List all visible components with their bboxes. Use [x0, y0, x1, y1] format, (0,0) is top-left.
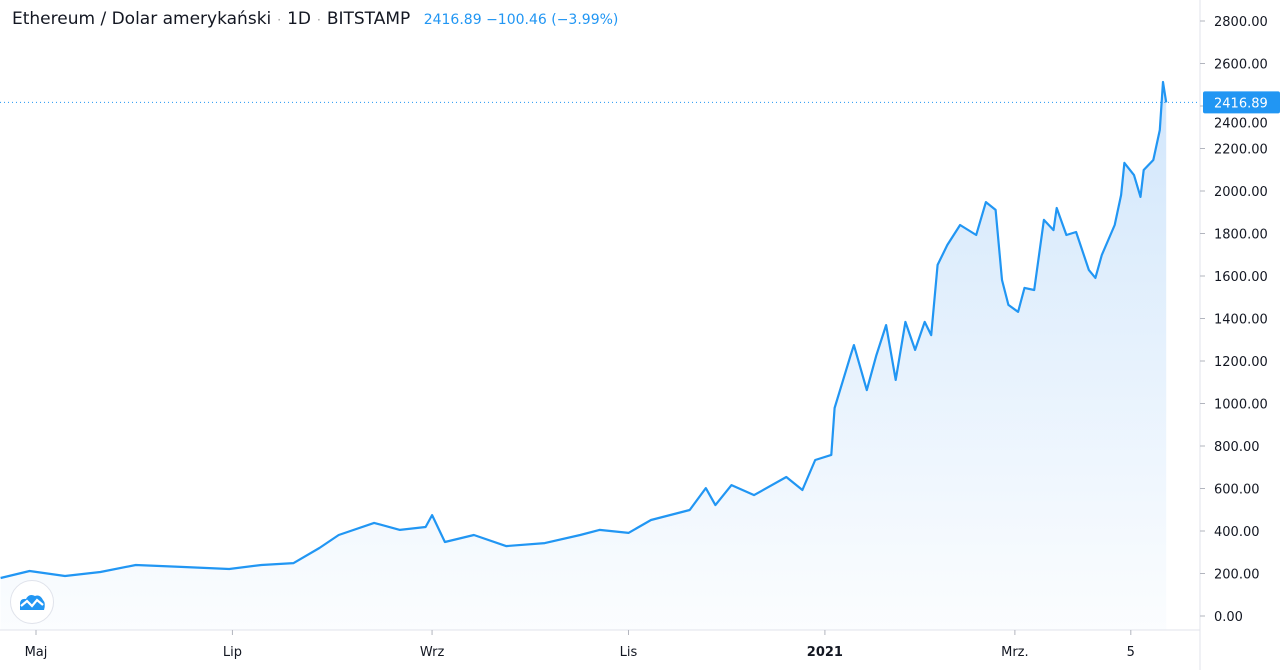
- y-tick-label: 200.00: [1214, 568, 1260, 583]
- price-change-pct: (−3.99%): [551, 12, 619, 28]
- y-tick-label: 1400.00: [1214, 313, 1268, 328]
- y-tick-label: 2000.00: [1214, 185, 1268, 200]
- plot-area: [0, 80, 1200, 630]
- y-tick-label: 1200.00: [1214, 355, 1268, 370]
- y-tick-label: 2600.00: [1214, 58, 1268, 73]
- x-tick-label: Wrz: [420, 645, 445, 660]
- chart-legend: Ethereum / Dolar amerykański · 1D · BITSTAMP…: [12, 9, 618, 29]
- y-tick-label: 400.00: [1214, 525, 1260, 540]
- symbol-name[interactable]: Ethereum / Dolar amerykański: [12, 9, 272, 29]
- price-values: 2416.89 −100.46 (−3.99%): [424, 12, 619, 28]
- tradingview-logo[interactable]: [10, 580, 54, 624]
- separator: ·: [317, 13, 321, 27]
- exchange: BITSTAMP: [326, 9, 411, 29]
- last-price: 2416.89: [423, 12, 482, 28]
- y-tick-label: 2400.00: [1214, 116, 1268, 131]
- x-tick-label: 2021: [807, 645, 843, 660]
- y-tick-label: 600.00: [1214, 483, 1260, 498]
- y-tick-label: 2800.00: [1214, 15, 1268, 30]
- price-change: −100.46: [486, 12, 547, 28]
- separator: ·: [277, 13, 282, 27]
- x-tick-label: Lip: [223, 645, 242, 660]
- last-price-badge: 2416.89: [1203, 91, 1280, 114]
- y-tick-label: 0.00: [1214, 610, 1243, 625]
- y-tick-label: 2200.00: [1214, 143, 1268, 158]
- y-tick-label: 800.00: [1214, 440, 1260, 455]
- x-tick-label: Lis: [620, 645, 638, 660]
- tradingview-cloud-icon: [20, 595, 45, 610]
- y-tick-label: 1600.00: [1214, 270, 1268, 285]
- interval[interactable]: 1D: [287, 9, 311, 29]
- price-area-fill: [0, 82, 1167, 630]
- time-axis[interactable]: Maj Lip Wrz Lis 2021 Mrz. 5: [25, 630, 1135, 660]
- x-tick-label: Mrz.: [1001, 645, 1029, 660]
- y-tick-label: 1800.00: [1214, 228, 1268, 243]
- price-line: [0, 80, 1168, 580]
- last-price-label: 2416.89: [1214, 96, 1268, 111]
- x-tick-label: Maj: [25, 645, 48, 660]
- x-tick-label: 5: [1127, 645, 1135, 660]
- y-tick-label: 1000.00: [1214, 398, 1268, 413]
- price-axis[interactable]: 0.00 200.00 400.00 600.00 800.00 1000.00 1200.…: [1200, 15, 1268, 625]
